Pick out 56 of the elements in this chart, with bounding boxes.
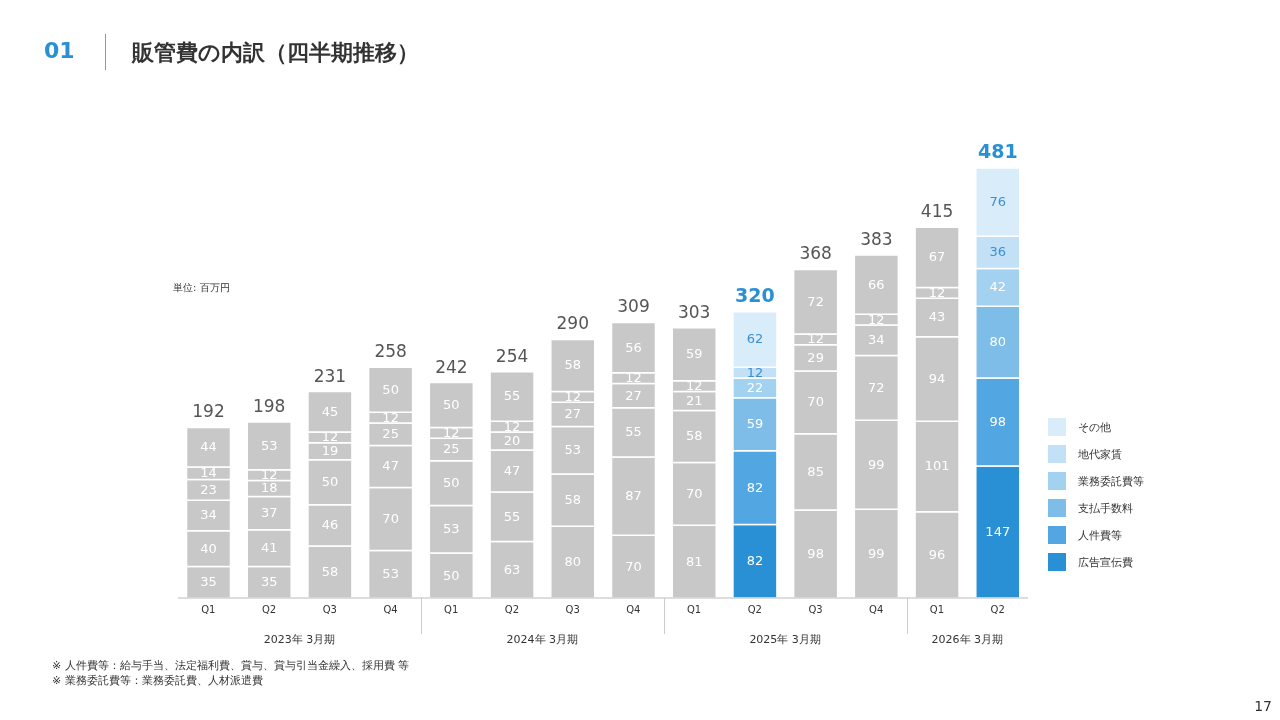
total-label: 231 bbox=[313, 365, 347, 386]
legend-label: その他 bbox=[1078, 419, 1111, 435]
legend-label: 人件費等 bbox=[1078, 527, 1122, 543]
data-label: 42 bbox=[989, 279, 1007, 295]
data-label: 22 bbox=[746, 379, 764, 395]
x-tick-label: Q1 bbox=[444, 604, 459, 616]
chart-title: 販管費の内訳（四半期推移） bbox=[132, 39, 419, 67]
data-label: 147 bbox=[985, 524, 1011, 540]
text: 2023年 3月期 bbox=[262, 632, 337, 647]
text: 2024年 3月期 bbox=[505, 632, 579, 647]
total-label: 198 bbox=[252, 396, 286, 417]
x-tick-label: Q4 bbox=[869, 604, 884, 616]
text: 17 bbox=[1254, 698, 1272, 714]
total-label: 290 bbox=[556, 313, 590, 334]
total-label: 383 bbox=[860, 229, 893, 250]
data-label: 80 bbox=[989, 334, 1007, 350]
data-label: 36 bbox=[989, 244, 1007, 260]
x-tick-label: Q4 bbox=[383, 604, 398, 616]
total-label: 242 bbox=[435, 356, 468, 377]
data-label: 98 bbox=[989, 414, 1007, 430]
total-label: 368 bbox=[799, 243, 832, 264]
total-label: 320 bbox=[735, 283, 775, 306]
total-label: 192 bbox=[192, 401, 225, 422]
total-label: 309 bbox=[617, 296, 650, 317]
x-tick-label: Q2 bbox=[504, 604, 520, 616]
total-label: 303 bbox=[677, 301, 711, 322]
legend-label: 業務委託費等 bbox=[1078, 473, 1144, 489]
x-tick-label: Q2 bbox=[990, 604, 1005, 616]
legend-label: 広告宣伝費 bbox=[1078, 554, 1133, 570]
x-tick-label: Q3 bbox=[565, 604, 580, 616]
text: ※ 業務委託費等：業務委託費、人材派遣費 bbox=[52, 673, 263, 688]
data-label: 82 bbox=[746, 553, 764, 569]
text: 01 bbox=[44, 38, 75, 63]
y-axis-title: 単位: 百万円 bbox=[173, 281, 230, 295]
data-label: 76 bbox=[989, 194, 1007, 210]
x-tick-label: Q1 bbox=[929, 604, 945, 616]
data-label: 59 bbox=[746, 416, 764, 432]
legend-label: 地代家賃 bbox=[1078, 446, 1122, 462]
x-tick-label: Q4 bbox=[626, 604, 641, 616]
x-tick-label: Q1 bbox=[686, 604, 702, 616]
total-label: 481 bbox=[977, 140, 1018, 162]
x-tick-label: Q2 bbox=[747, 604, 762, 616]
x-tick-label: Q1 bbox=[201, 604, 216, 616]
data-label: 12 bbox=[746, 364, 764, 380]
x-tick-label: Q2 bbox=[261, 604, 277, 616]
text: ※ 人件費等：給与手当、法定福利費、賞与、賞与引当金繰入、採用費 等 bbox=[52, 658, 410, 673]
total-label: 254 bbox=[495, 345, 529, 366]
text: 2026年 3月期 bbox=[930, 632, 1004, 647]
x-tick-label: Q3 bbox=[322, 604, 337, 616]
data-label: 62 bbox=[746, 331, 764, 347]
x-tick-label: Q3 bbox=[808, 604, 823, 616]
total-label: 258 bbox=[374, 341, 407, 362]
text: 2025年 3月期 bbox=[748, 632, 822, 647]
total-label: 415 bbox=[920, 201, 954, 222]
data-label: 82 bbox=[746, 479, 764, 495]
legend-label: 支払手数料 bbox=[1078, 500, 1133, 516]
